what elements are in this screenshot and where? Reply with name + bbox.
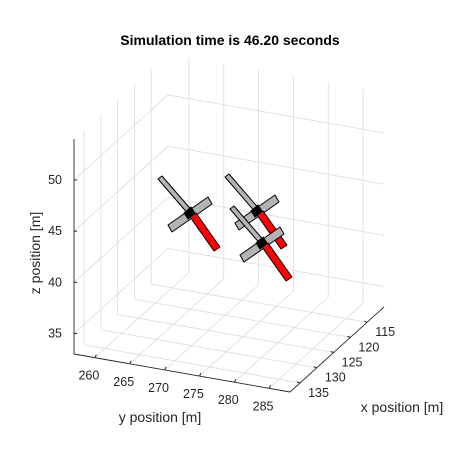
grid-lines xyxy=(73,57,385,389)
y-tick-label: 285 xyxy=(253,399,274,413)
grid-line-z-back xyxy=(167,145,385,185)
y-tick-mark xyxy=(268,385,272,389)
grid-line-x-floor xyxy=(84,344,301,384)
z-axis-label: z position [m] xyxy=(27,212,43,294)
aircraft-cockpit xyxy=(183,206,196,220)
aircraft-tail xyxy=(189,212,221,252)
aircraft-3 xyxy=(229,205,293,282)
grid-line-z-left xyxy=(73,145,169,232)
axes-box xyxy=(73,139,385,393)
x-tick-mark xyxy=(364,320,368,323)
y-axis-line xyxy=(73,353,291,393)
z-tick-label: 35 xyxy=(48,327,62,341)
aircraft-cockpit xyxy=(250,204,263,218)
aircraft-1 xyxy=(157,175,221,252)
z-tick-label: 45 xyxy=(48,224,62,238)
y-tick-mark xyxy=(198,372,202,377)
x-tick-mark xyxy=(313,366,318,369)
x-tick-label: 130 xyxy=(325,371,346,385)
y-tick-label: 280 xyxy=(218,393,239,407)
y-axis-label: y position [m] xyxy=(119,409,201,425)
y-tick-mark xyxy=(164,366,167,371)
y-tick-mark xyxy=(233,378,237,383)
x-axis-line xyxy=(289,306,385,393)
grid-line-x-floor xyxy=(117,314,334,353)
z-tick-label: 40 xyxy=(48,275,62,289)
y-tick-label: 270 xyxy=(148,381,169,395)
grid-line-y-floor xyxy=(233,296,329,383)
x-axis-label: x position [m] xyxy=(361,399,443,415)
chart-title: Simulation time is 46.20 seconds xyxy=(120,32,340,48)
aircraft-group xyxy=(157,173,293,282)
grid-line-y-floor xyxy=(94,272,190,358)
y-tick-label: 275 xyxy=(183,387,204,401)
grid-line-z-left xyxy=(73,197,169,283)
grid-line-z-left xyxy=(73,248,169,334)
y-tick-label: 265 xyxy=(113,375,134,389)
aircraft-tail xyxy=(261,242,293,282)
grid-line-y-floor xyxy=(268,303,364,389)
x-tick-label: 135 xyxy=(308,386,329,400)
y-tick-mark xyxy=(129,360,132,365)
z-ticks: 35 40 45 50 xyxy=(48,173,77,341)
x-tick-mark xyxy=(330,351,334,354)
grid-line-x-floor xyxy=(100,329,317,369)
z-tick-label: 50 xyxy=(48,173,62,187)
x-tick-label: 125 xyxy=(342,356,363,370)
grid-line-y-floor xyxy=(164,284,259,371)
y-tick-label: 260 xyxy=(78,369,99,383)
y-tick-mark xyxy=(94,354,97,358)
x-tick-label: 115 xyxy=(375,325,395,339)
grid-line-z-back xyxy=(167,94,385,134)
x-tick-mark xyxy=(347,335,351,338)
x-tick-mark xyxy=(296,381,301,384)
grid-line-x-floor xyxy=(151,283,368,323)
aircraft-cockpit xyxy=(255,236,268,250)
y-ticks: 260 265 270 275 280 285 xyxy=(78,354,274,413)
grid-line-z-left xyxy=(73,94,169,181)
grid-line-y-floor xyxy=(199,290,294,377)
grid-line-y-floor xyxy=(129,278,225,365)
grid-line-x-floor xyxy=(134,298,351,338)
x-tick-label: 120 xyxy=(358,340,379,354)
